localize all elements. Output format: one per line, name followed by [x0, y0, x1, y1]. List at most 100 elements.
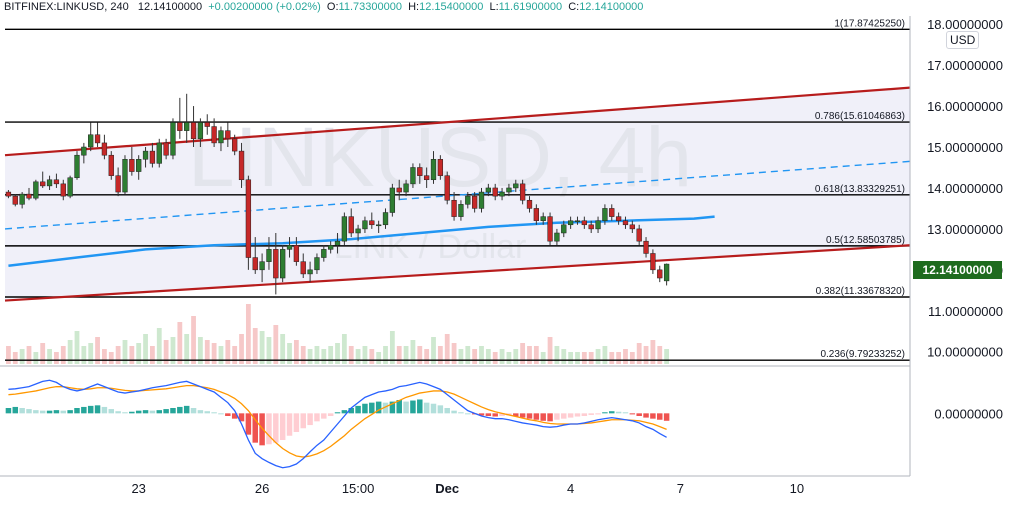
- volume-bar: [506, 352, 512, 364]
- candle-body: [238, 150, 245, 181]
- candle-body: [657, 269, 663, 279]
- macd-histogram-bar: [218, 413, 224, 415]
- candle-body: [499, 191, 505, 197]
- candle-body: [643, 240, 649, 254]
- volume-bar: [444, 334, 450, 364]
- candle-body: [60, 183, 66, 197]
- volume-bar: [431, 337, 436, 364]
- candle-body: [286, 245, 293, 250]
- volume-bar: [6, 346, 11, 364]
- candle-body: [177, 122, 183, 131]
- volume-bar: [335, 343, 340, 364]
- macd-histogram-bar: [321, 413, 327, 419]
- volume-bar: [492, 352, 498, 364]
- macd-histogram-bar: [115, 411, 121, 414]
- macd-histogram-bar: [540, 413, 546, 421]
- volume-bar: [314, 346, 320, 364]
- macd-histogram-bar: [273, 413, 279, 443]
- candle-body: [663, 263, 670, 282]
- macd-histogram-bar: [663, 413, 670, 421]
- candle-body: [355, 228, 361, 234]
- candle-body: [19, 193, 25, 205]
- last-price-badge: 12.14100000: [913, 261, 1002, 279]
- macd-histogram-bar: [389, 401, 396, 414]
- macd-histogram-bar: [547, 413, 553, 422]
- candle-body: [225, 130, 231, 140]
- macd-histogram-bar: [622, 412, 629, 414]
- candle-body: [437, 159, 444, 176]
- candle-body: [170, 122, 176, 156]
- volume-bar: [287, 343, 292, 364]
- volume-bar: [273, 325, 279, 364]
- channel-mid-line: [4, 160, 911, 230]
- channel-lower-line: [4, 244, 911, 302]
- candle-body: [478, 191, 485, 209]
- low-label: L:: [489, 1, 499, 13]
- volume-bar: [191, 316, 196, 364]
- macd-histogram-bar: [53, 410, 60, 414]
- y-tick-label: 13.00000000: [927, 222, 1003, 237]
- volume-bar: [376, 352, 382, 364]
- volume-bar: [581, 352, 587, 364]
- volume-bar: [472, 349, 478, 364]
- volume-bar: [383, 346, 388, 364]
- macd-histogram-bar: [26, 409, 32, 414]
- volume-bar: [485, 349, 491, 364]
- macd-histogram-bar: [170, 408, 176, 414]
- candle-body: [46, 179, 53, 187]
- volume-bar: [609, 352, 615, 364]
- candle-body: [465, 195, 471, 205]
- macd-histogram-bar: [417, 399, 423, 414]
- macd-histogram-bar: [574, 413, 581, 417]
- volume-bar: [602, 346, 608, 364]
- channel-lines: [4, 86, 911, 302]
- macd-histogram-bar: [108, 409, 115, 414]
- macd-histogram-bar: [279, 413, 286, 440]
- candle-body: [444, 175, 450, 201]
- volume-bar: [156, 328, 162, 364]
- volume-bar: [437, 346, 443, 364]
- candle-body: [382, 212, 389, 226]
- volume-bar: [396, 346, 402, 364]
- volume-bar: [369, 349, 375, 364]
- candle-body: [280, 249, 286, 279]
- macd-histogram-bar: [595, 413, 601, 415]
- macd-histogram-bar: [629, 413, 636, 415]
- fib-label: 0.236(9.79233252): [820, 349, 905, 360]
- macd-histogram-bar: [478, 413, 485, 416]
- macd-histogram-bar: [581, 413, 588, 416]
- volume-bar: [197, 337, 203, 364]
- volume-bar: [561, 349, 567, 364]
- last-value: 12.14100000: [137, 1, 203, 13]
- macd-histogram-bar: [533, 413, 540, 420]
- ma-line: [8, 215, 715, 267]
- volume-bar: [547, 337, 553, 364]
- volume-bar: [143, 334, 148, 364]
- macd-histogram-bar: [492, 413, 498, 417]
- volume-bar: [623, 349, 628, 364]
- candle-body: [574, 220, 581, 222]
- volume-bar: [218, 346, 224, 364]
- currency-button[interactable]: USD: [946, 31, 980, 49]
- candle-body: [540, 216, 546, 221]
- volume-bar: [47, 349, 52, 364]
- volume-bar: [636, 343, 642, 364]
- volume-bar: [417, 346, 423, 364]
- volume-bar: [451, 343, 457, 364]
- macd-histogram-bar: [87, 405, 94, 414]
- volume-bar: [389, 331, 395, 364]
- macd-histogram-bar: [211, 412, 217, 414]
- macd-histogram-bar: [430, 403, 437, 414]
- macd-histogram-bar: [266, 413, 272, 445]
- low-value: 11.61900000: [498, 1, 563, 13]
- volume-bar: [657, 346, 663, 364]
- candle-body: [40, 181, 46, 187]
- macd-histogram-bar: [39, 410, 46, 414]
- volume-bar: [266, 337, 272, 364]
- volume-bar: [95, 337, 100, 364]
- y-tick-label: 11.00000000: [928, 304, 1003, 319]
- candle-body: [88, 134, 94, 148]
- candle-body: [300, 261, 306, 275]
- candle-body: [197, 122, 204, 140]
